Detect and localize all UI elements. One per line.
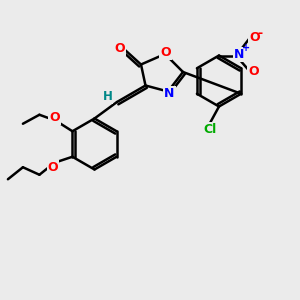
Text: N: N [234,48,244,62]
Text: -: - [258,27,263,40]
Text: +: + [242,43,250,53]
Text: O: O [49,111,60,124]
Text: O: O [48,161,58,174]
Text: O: O [115,41,125,55]
Text: H: H [103,90,112,103]
Text: N: N [164,87,175,101]
Text: O: O [248,65,259,79]
Text: O: O [160,46,171,59]
Text: O: O [249,31,260,44]
Text: Cl: Cl [203,123,217,136]
